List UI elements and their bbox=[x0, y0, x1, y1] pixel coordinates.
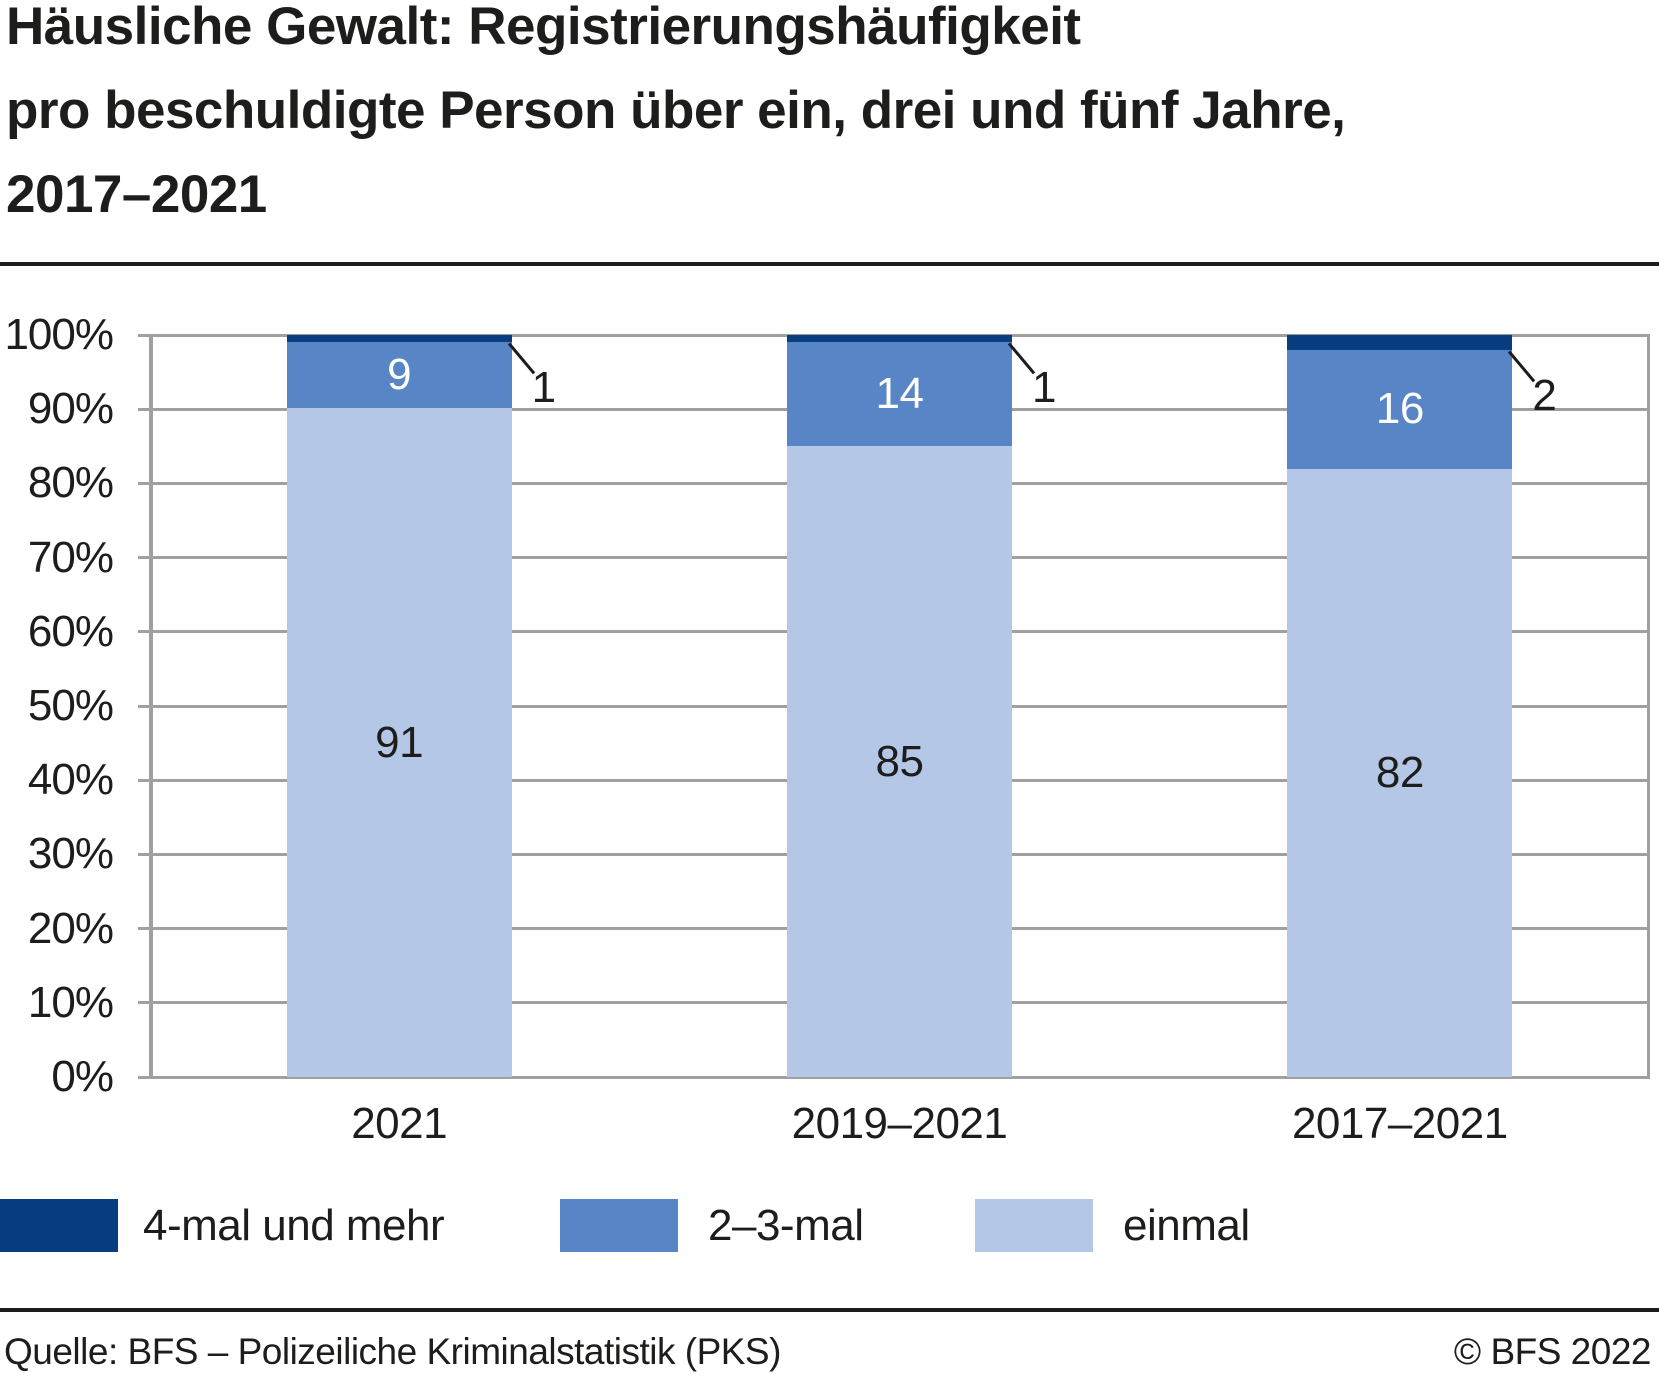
y-axis-tick-label: 10% bbox=[27, 977, 114, 1027]
y-axis-tick bbox=[138, 481, 149, 485]
y-axis-tick-label: 40% bbox=[27, 755, 114, 805]
chart-title-line-1: Häusliche Gewalt: Registrierungshäufigke… bbox=[6, 0, 1081, 56]
bar-segment-value: 91 bbox=[375, 717, 424, 767]
legend-swatch-2-3-mal bbox=[560, 1199, 678, 1252]
bar-segment-einmal: 91 bbox=[286, 408, 512, 1077]
callout-value: 1 bbox=[1032, 363, 1057, 413]
y-axis-labels: 100% 90% 80% 70% 60% 50% 40% 30% 20% 10% 0% bbox=[0, 313, 114, 1099]
y-axis-tick-label: 70% bbox=[27, 532, 114, 582]
callout-value: 2 bbox=[1532, 370, 1557, 420]
y-axis-tick-label: 20% bbox=[27, 903, 114, 953]
bar-segment-2-3-mal: 16 bbox=[1287, 349, 1513, 469]
bar-2019-2021: 14 85 bbox=[787, 335, 1012, 1077]
legend-swatch-einmal bbox=[975, 1199, 1093, 1252]
plot-area: 9 91 1 14 85 1 16 82 2 bbox=[138, 333, 1650, 1079]
bar-segment-value: 82 bbox=[1375, 747, 1424, 797]
bar-segment-4-mal-und-mehr bbox=[787, 335, 1012, 343]
footer-source: Quelle: BFS – Polizeiliche Kriminalstati… bbox=[4, 1331, 781, 1372]
legend-swatch-4-mal-und-mehr bbox=[0, 1199, 118, 1252]
y-axis-tick-label: 30% bbox=[27, 829, 114, 879]
bar-segment-value: 9 bbox=[387, 350, 412, 400]
bar-2017-2021: 16 82 bbox=[1287, 335, 1513, 1077]
bar-segment-einmal: 82 bbox=[1287, 468, 1513, 1077]
y-axis-tick bbox=[138, 1075, 149, 1079]
legend-label-einmal: einmal bbox=[1123, 1201, 1250, 1250]
x-axis-label: 2017–2021 bbox=[1291, 1099, 1508, 1148]
bar-segment-2-3-mal: 9 bbox=[286, 342, 512, 409]
bar-segment-2-3-mal: 14 bbox=[787, 342, 1012, 447]
bar-segment-value: 16 bbox=[1375, 384, 1424, 434]
y-axis-tick-label: 100% bbox=[4, 310, 114, 359]
gridline bbox=[149, 1075, 1650, 1079]
y-axis-tick-label: 90% bbox=[27, 384, 114, 434]
callout-value: 1 bbox=[531, 363, 557, 413]
y-axis-tick-label: 80% bbox=[27, 458, 114, 508]
bar-2021: 9 91 bbox=[286, 335, 512, 1077]
y-axis-tick bbox=[138, 630, 149, 634]
y-axis-tick bbox=[138, 704, 149, 708]
y-axis-tick bbox=[138, 556, 149, 560]
chart-title-line-2: pro beschuldigte Person über ein, drei u… bbox=[6, 81, 1346, 140]
legend-label-4-mal-und-mehr: 4-mal und mehr bbox=[143, 1201, 445, 1250]
footer-divider bbox=[0, 1308, 1659, 1312]
y-axis-tick bbox=[138, 1001, 149, 1005]
y-axis-tick-label: 0% bbox=[51, 1052, 114, 1101]
y-axis-tick bbox=[138, 778, 149, 782]
y-axis-tick bbox=[138, 927, 149, 931]
x-axis-label: 2021 bbox=[351, 1099, 448, 1148]
y-axis-tick bbox=[138, 333, 149, 337]
y-axis-tick-label: 60% bbox=[27, 606, 114, 656]
footer-copyright: © BFS 2022 bbox=[1453, 1331, 1652, 1372]
bar-segment-4-mal-und-mehr bbox=[1287, 335, 1513, 350]
y-axis-tick bbox=[138, 407, 149, 411]
y-axis-tick bbox=[138, 852, 149, 856]
bar-segment-value: 14 bbox=[875, 369, 924, 419]
chart-title: Häusliche Gewalt: Registrierungshäufigke… bbox=[6, 0, 1346, 237]
y-axis-tick-label: 50% bbox=[27, 681, 114, 730]
title-divider bbox=[0, 262, 1659, 266]
legend-label-2-3-mal: 2–3-mal bbox=[708, 1201, 864, 1250]
bar-segment-einmal: 85 bbox=[787, 446, 1012, 1077]
x-axis-label: 2019–2021 bbox=[791, 1099, 1008, 1148]
bar-segment-4-mal-und-mehr bbox=[286, 335, 512, 343]
chart-title-line-3: 2017–2021 bbox=[6, 165, 267, 224]
bar-segment-value: 85 bbox=[875, 736, 924, 786]
